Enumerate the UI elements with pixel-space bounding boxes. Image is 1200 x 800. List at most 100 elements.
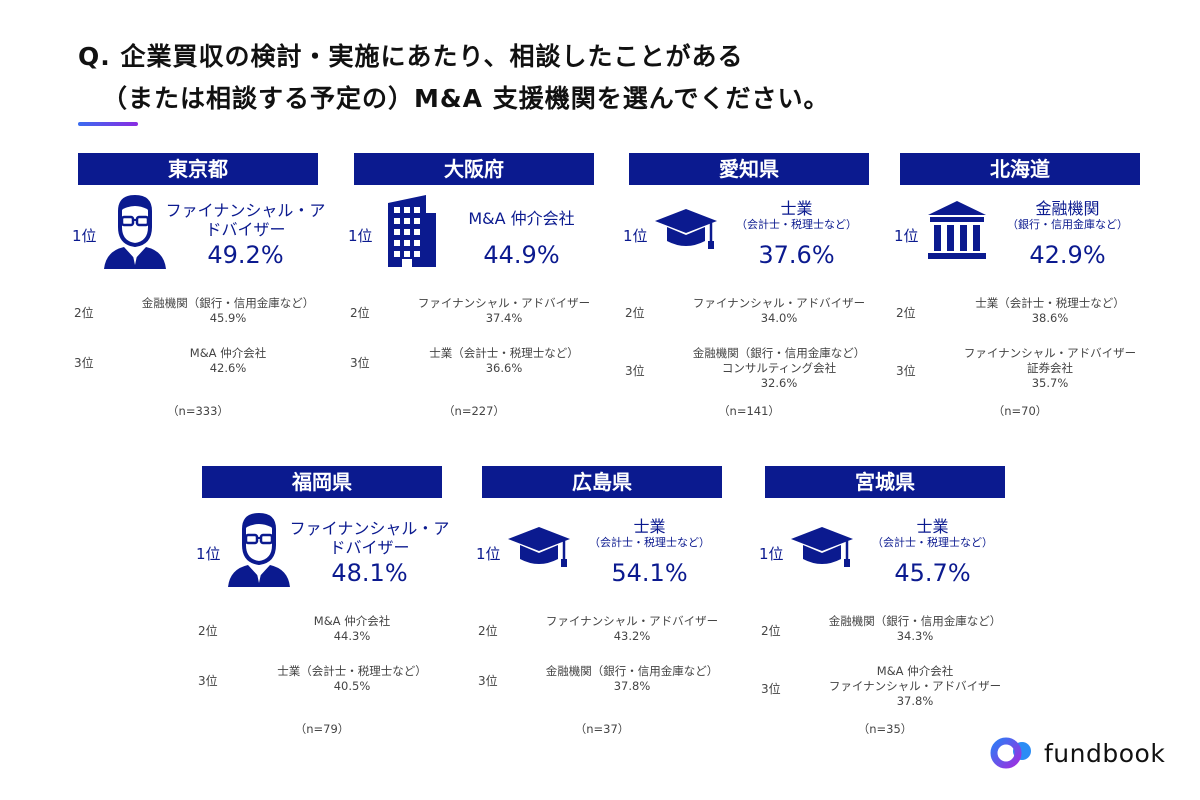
rank-2-item: ファイナンシャル・アドバイザー 34.0% xyxy=(659,296,899,326)
question-title: Q. 企業買収の検討・実施にあたり、相談したことがある （または相談する予定の）… xyxy=(78,36,829,120)
graduation-cap-icon xyxy=(789,511,855,587)
top-choice-label: M&A 仲介会社 xyxy=(468,209,575,228)
top-choice-pct: 49.2% xyxy=(207,241,284,269)
top-choice-pct: 45.7% xyxy=(894,559,971,587)
rank-item-pct: 40.5% xyxy=(333,679,371,693)
rank-2-item: 金融機関（銀行・信用金庫など） 34.3% xyxy=(795,614,1035,644)
top-choice-note: （会計士・税理士など） xyxy=(872,536,993,549)
rank-2-label: 2位 xyxy=(74,306,94,320)
top-choice-label: 士業 xyxy=(633,517,666,536)
fundbook-logo-icon xyxy=(990,737,1031,769)
rank-3-label: 3位 xyxy=(198,674,218,688)
rank-item-name: M&A 仲介会社 xyxy=(189,346,267,360)
rank-2-item: M&A 仲介会社 44.3% xyxy=(232,614,472,644)
rank-item-name: 金融機関（銀行・信用金庫など） xyxy=(692,346,866,360)
rank-2-item: 士業（会計士・税理士など） 38.6% xyxy=(930,296,1170,326)
sample-size: （n=37） xyxy=(574,722,630,736)
sample-size: （n=79） xyxy=(294,722,350,736)
rank-3-label: 3位 xyxy=(896,364,916,378)
region-card: 愛知県 1位 士業 （会計士・税理士など） 37.6% 2位 ファイナンシャル・ア… xyxy=(623,153,869,443)
rank-item-pct: 43.2% xyxy=(613,629,651,643)
rank-3-item: M&A 仲介会社 42.6% xyxy=(108,346,348,376)
rank-3-label: 3位 xyxy=(74,356,94,370)
top-choice-label: 士業 xyxy=(780,199,813,218)
rank-item-pct: 37.8% xyxy=(896,694,934,708)
rank-item-pct: 42.6% xyxy=(209,361,247,375)
rank-2-label: 2位 xyxy=(350,306,370,320)
sample-size: （n=141） xyxy=(718,404,780,418)
rank-item-name: 金融機関（銀行・信用金庫など） xyxy=(545,664,719,678)
rank-2-label: 2位 xyxy=(625,306,645,320)
question-title-line1: Q. 企業買収の検討・実施にあたり、相談したことがある xyxy=(78,42,744,71)
rank-1-label: 1位 xyxy=(72,227,97,245)
top-choice-pct: 48.1% xyxy=(331,559,408,587)
rank-1-label: 1位 xyxy=(196,545,221,563)
rank-item-pct: 34.0% xyxy=(760,311,798,325)
rank-3-item: 士業（会計士・税理士など） 36.6% xyxy=(384,346,624,376)
rank-2-item: ファイナンシャル・アドバイザー 37.4% xyxy=(384,296,624,326)
rank-item-name: M&A 仲介会社 xyxy=(313,614,391,628)
rank-3-label: 3位 xyxy=(625,364,645,378)
rank-item-name: 士業（会計士・税理士など） xyxy=(277,664,427,678)
top-choice-note: （会計士・税理士など） xyxy=(736,218,857,231)
sample-size: （n=70） xyxy=(992,404,1048,418)
top-choice-pct: 42.9% xyxy=(1029,241,1106,269)
rank-item-name: ファイナンシャル・アドバイザー xyxy=(963,346,1137,360)
rank-item-pct: 36.6% xyxy=(485,361,523,375)
rank-3-item: M&A 仲介会社 ファイナンシャル・アドバイザー 37.8% xyxy=(795,664,1035,709)
rank-item-name: ファイナンシャル・アドバイザー xyxy=(545,614,719,628)
rank-item-pct: 38.6% xyxy=(1031,311,1069,325)
rank-item-name: 士業（会計士・税理士など） xyxy=(975,296,1125,310)
top-choice-note: （銀行・信用金庫など） xyxy=(1007,218,1128,231)
region-header: 宮城県 xyxy=(765,466,1005,498)
fundbook-logo: fundbook xyxy=(990,736,1165,770)
building-icon xyxy=(378,193,444,269)
rank-3-item: 士業（会計士・税理士など） 40.5% xyxy=(232,664,472,694)
rank-item-pct: 45.9% xyxy=(209,311,247,325)
region-header: 大阪府 xyxy=(354,153,594,185)
region-card: 広島県 1位 士業 （会計士・税理士など） 54.1% 2位 ファイナンシャル・ア… xyxy=(476,466,722,756)
rank-item-pct: 34.3% xyxy=(896,629,934,643)
top-choice-pct: 54.1% xyxy=(611,559,688,587)
top-choice: ファイナンシャル・アドバイザー xyxy=(282,519,457,557)
rank-item-name: コンサルティング会社 xyxy=(721,361,837,375)
top-choice: M&A 仲介会社 xyxy=(434,209,609,228)
rank-3-item: ファイナンシャル・アドバイザー 証券会社 35.7% xyxy=(930,346,1170,391)
rank-2-label: 2位 xyxy=(896,306,916,320)
top-choice-pct: 44.9% xyxy=(483,241,560,269)
region-card: 宮城県 1位 士業 （会計士・税理士など） 45.7% 2位 金融機関（銀行・信用… xyxy=(759,466,1005,756)
top-choice-pct: 37.6% xyxy=(758,241,835,269)
rank-item-name: M&A 仲介会社 xyxy=(876,664,954,678)
question-title-line2: （または相談する予定の）M&A 支援機関を選んでください。 xyxy=(102,84,830,113)
advisor-person-icon xyxy=(226,511,292,587)
top-choice-note: （会計士・税理士など） xyxy=(589,536,710,549)
top-choice-label: 士業 xyxy=(916,517,949,536)
rank-2-item: 金融機関（銀行・信用金庫など） 45.9% xyxy=(108,296,348,326)
top-choice: ファイナンシャル・アドバイザー xyxy=(158,201,333,239)
rank-1-label: 1位 xyxy=(894,227,919,245)
rank-item-pct: 37.8% xyxy=(613,679,651,693)
rank-1-label: 1位 xyxy=(759,545,784,563)
graduation-cap-icon xyxy=(506,511,572,587)
top-choice: 士業 （会計士・税理士など） xyxy=(845,517,1020,550)
region-header: 東京都 xyxy=(78,153,318,185)
top-choice-label: 金融機関 xyxy=(1035,199,1100,218)
rank-3-label: 3位 xyxy=(761,682,781,696)
rank-item-pct: 32.6% xyxy=(760,376,798,390)
rank-2-label: 2位 xyxy=(761,624,781,638)
sample-size: （n=227） xyxy=(443,404,505,418)
sample-size: （n=35） xyxy=(857,722,913,736)
rank-item-pct: 44.3% xyxy=(333,629,371,643)
rank-3-item: 金融機関（銀行・信用金庫など） 37.8% xyxy=(512,664,752,694)
region-card: 北海道 1位 金融機関 （銀行・信用金庫など） 42.9% 2位 士業（会計士・税… xyxy=(894,153,1140,443)
top-choice-label: ファイナンシャル・アドバイザー xyxy=(289,519,450,557)
rank-1-label: 1位 xyxy=(623,227,648,245)
rank-item-name: ファイナンシャル・アドバイザー xyxy=(828,679,1002,693)
title-accent-bar xyxy=(78,122,138,126)
rank-3-label: 3位 xyxy=(478,674,498,688)
rank-item-name: 金融機関（銀行・信用金庫など） xyxy=(141,296,315,310)
top-choice: 金融機関 （銀行・信用金庫など） xyxy=(980,199,1155,232)
region-card: 福岡県 1位 ファイナンシャル・アドバイザー 48.1% 2位 M&A 仲介会社… xyxy=(196,466,449,756)
rank-3-label: 3位 xyxy=(350,356,370,370)
rank-1-label: 1位 xyxy=(476,545,501,563)
